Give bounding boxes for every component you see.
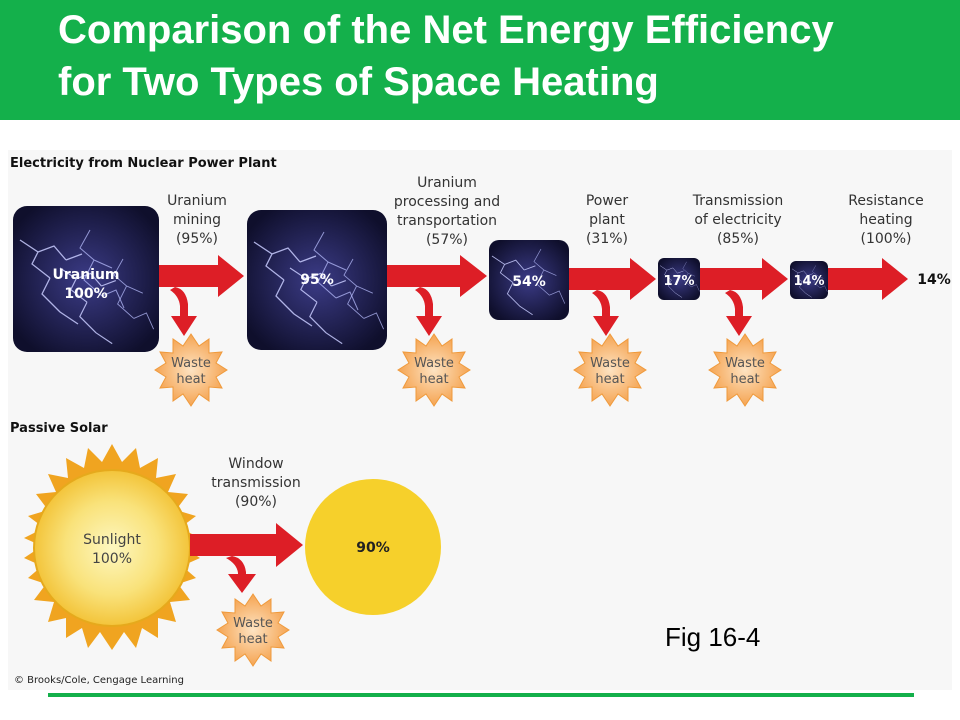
- step-label-window-transmission: Window transmission (90%): [211, 456, 300, 510]
- energy-box-value: 95%: [300, 272, 334, 288]
- step-label-line: (90%): [235, 494, 277, 510]
- waste-heat-burst: Waste heat: [154, 333, 228, 407]
- sun-icon: Sunlight 100%: [24, 444, 200, 650]
- flow-arrow: [190, 523, 303, 567]
- step-label-line: Uranium: [417, 175, 477, 191]
- waste-heat-burst: Waste heat: [573, 333, 647, 407]
- step-label-line: (57%): [426, 232, 468, 248]
- waste-heat-label: heat: [730, 372, 759, 387]
- step-label-line: transportation: [397, 213, 497, 229]
- energy-box-54: 54%: [489, 240, 569, 320]
- energy-box-value: 100%: [64, 286, 107, 302]
- waste-heat-label: Waste: [590, 356, 630, 371]
- step-label-line: processing and: [394, 194, 500, 210]
- step-label-transmission: Transmission of electricity (85%): [692, 193, 783, 247]
- step-label-line: mining: [173, 212, 221, 228]
- step-label-line: transmission: [211, 475, 300, 491]
- waste-heat-burst: Waste heat: [216, 593, 290, 667]
- energy-box-17: 17%: [658, 258, 700, 300]
- sun-label: Sunlight: [83, 532, 141, 548]
- step-label-line: of electricity: [694, 212, 781, 228]
- flow-arrow: [387, 255, 487, 297]
- energy-box-uranium: Uranium 100%: [13, 206, 159, 352]
- step-label-line: Window: [228, 456, 283, 472]
- sun-value: 100%: [92, 551, 132, 567]
- title-bar: Comparison of the Net Energy Efficiency …: [0, 0, 960, 120]
- waste-branch-arrow: [592, 290, 619, 336]
- page-title-line-1: Comparison of the Net Energy Efficiency: [58, 8, 834, 52]
- waste-branch-arrow: [226, 556, 256, 593]
- waste-heat-burst: Waste heat: [397, 333, 471, 407]
- nuclear-section-heading: Electricity from Nuclear Power Plant: [10, 156, 277, 171]
- waste-branch-arrow: [725, 290, 752, 336]
- step-label-line: heating: [859, 212, 912, 228]
- waste-branch-arrow: [415, 287, 442, 336]
- step-label-line: (85%): [717, 231, 759, 247]
- step-label-line: Uranium: [167, 193, 227, 209]
- waste-heat-label: heat: [238, 632, 267, 647]
- waste-heat-burst: Waste heat: [708, 333, 782, 407]
- energy-box-95: 95%: [247, 210, 387, 350]
- energy-box-value: 54%: [512, 274, 546, 290]
- step-label-resistance-heating: Resistance heating (100%): [848, 193, 923, 247]
- figure-label: Fig 16-4: [665, 622, 760, 652]
- waste-heat-label: heat: [176, 372, 205, 387]
- step-label-line: (31%): [586, 231, 628, 247]
- copyright-credit: © Brooks/Cole, Cengage Learning: [14, 675, 184, 686]
- step-label-line: (95%): [176, 231, 218, 247]
- waste-heat-label: heat: [419, 372, 448, 387]
- solar-output-value: 90%: [356, 540, 390, 556]
- waste-heat-label: Waste: [414, 356, 454, 371]
- step-label-line: (100%): [861, 231, 912, 247]
- flow-arrow: [159, 255, 244, 297]
- energy-box-label: Uranium: [52, 267, 119, 283]
- energy-box-value: 17%: [663, 274, 694, 289]
- step-label-line: Resistance: [848, 193, 923, 209]
- energy-box-value: 14%: [793, 274, 824, 289]
- page-title-line-2: for Two Types of Space Heating: [58, 60, 659, 104]
- step-label-power-plant: Power plant (31%): [586, 193, 629, 247]
- waste-branch-arrow: [170, 287, 197, 336]
- solar-output-circle: 90%: [305, 479, 441, 615]
- waste-heat-label: Waste: [725, 356, 765, 371]
- step-label-uranium-mining: Uranium mining (95%): [167, 193, 227, 247]
- flow-arrow: [569, 258, 656, 300]
- final-output-value: 14%: [917, 272, 951, 288]
- waste-heat-label: heat: [595, 372, 624, 387]
- step-label-line: plant: [589, 212, 625, 228]
- bottom-rule: [48, 693, 914, 697]
- flow-arrow: [700, 258, 788, 300]
- flow-arrow: [828, 258, 908, 300]
- solar-section-heading: Passive Solar: [10, 421, 108, 436]
- energy-box-14: 14%: [790, 261, 828, 299]
- step-label-processing: Uranium processing and transportation (5…: [394, 175, 500, 248]
- step-label-line: Power: [586, 193, 629, 209]
- step-label-line: Transmission: [692, 193, 783, 209]
- waste-heat-label: Waste: [171, 356, 211, 371]
- waste-heat-label: Waste: [233, 616, 273, 631]
